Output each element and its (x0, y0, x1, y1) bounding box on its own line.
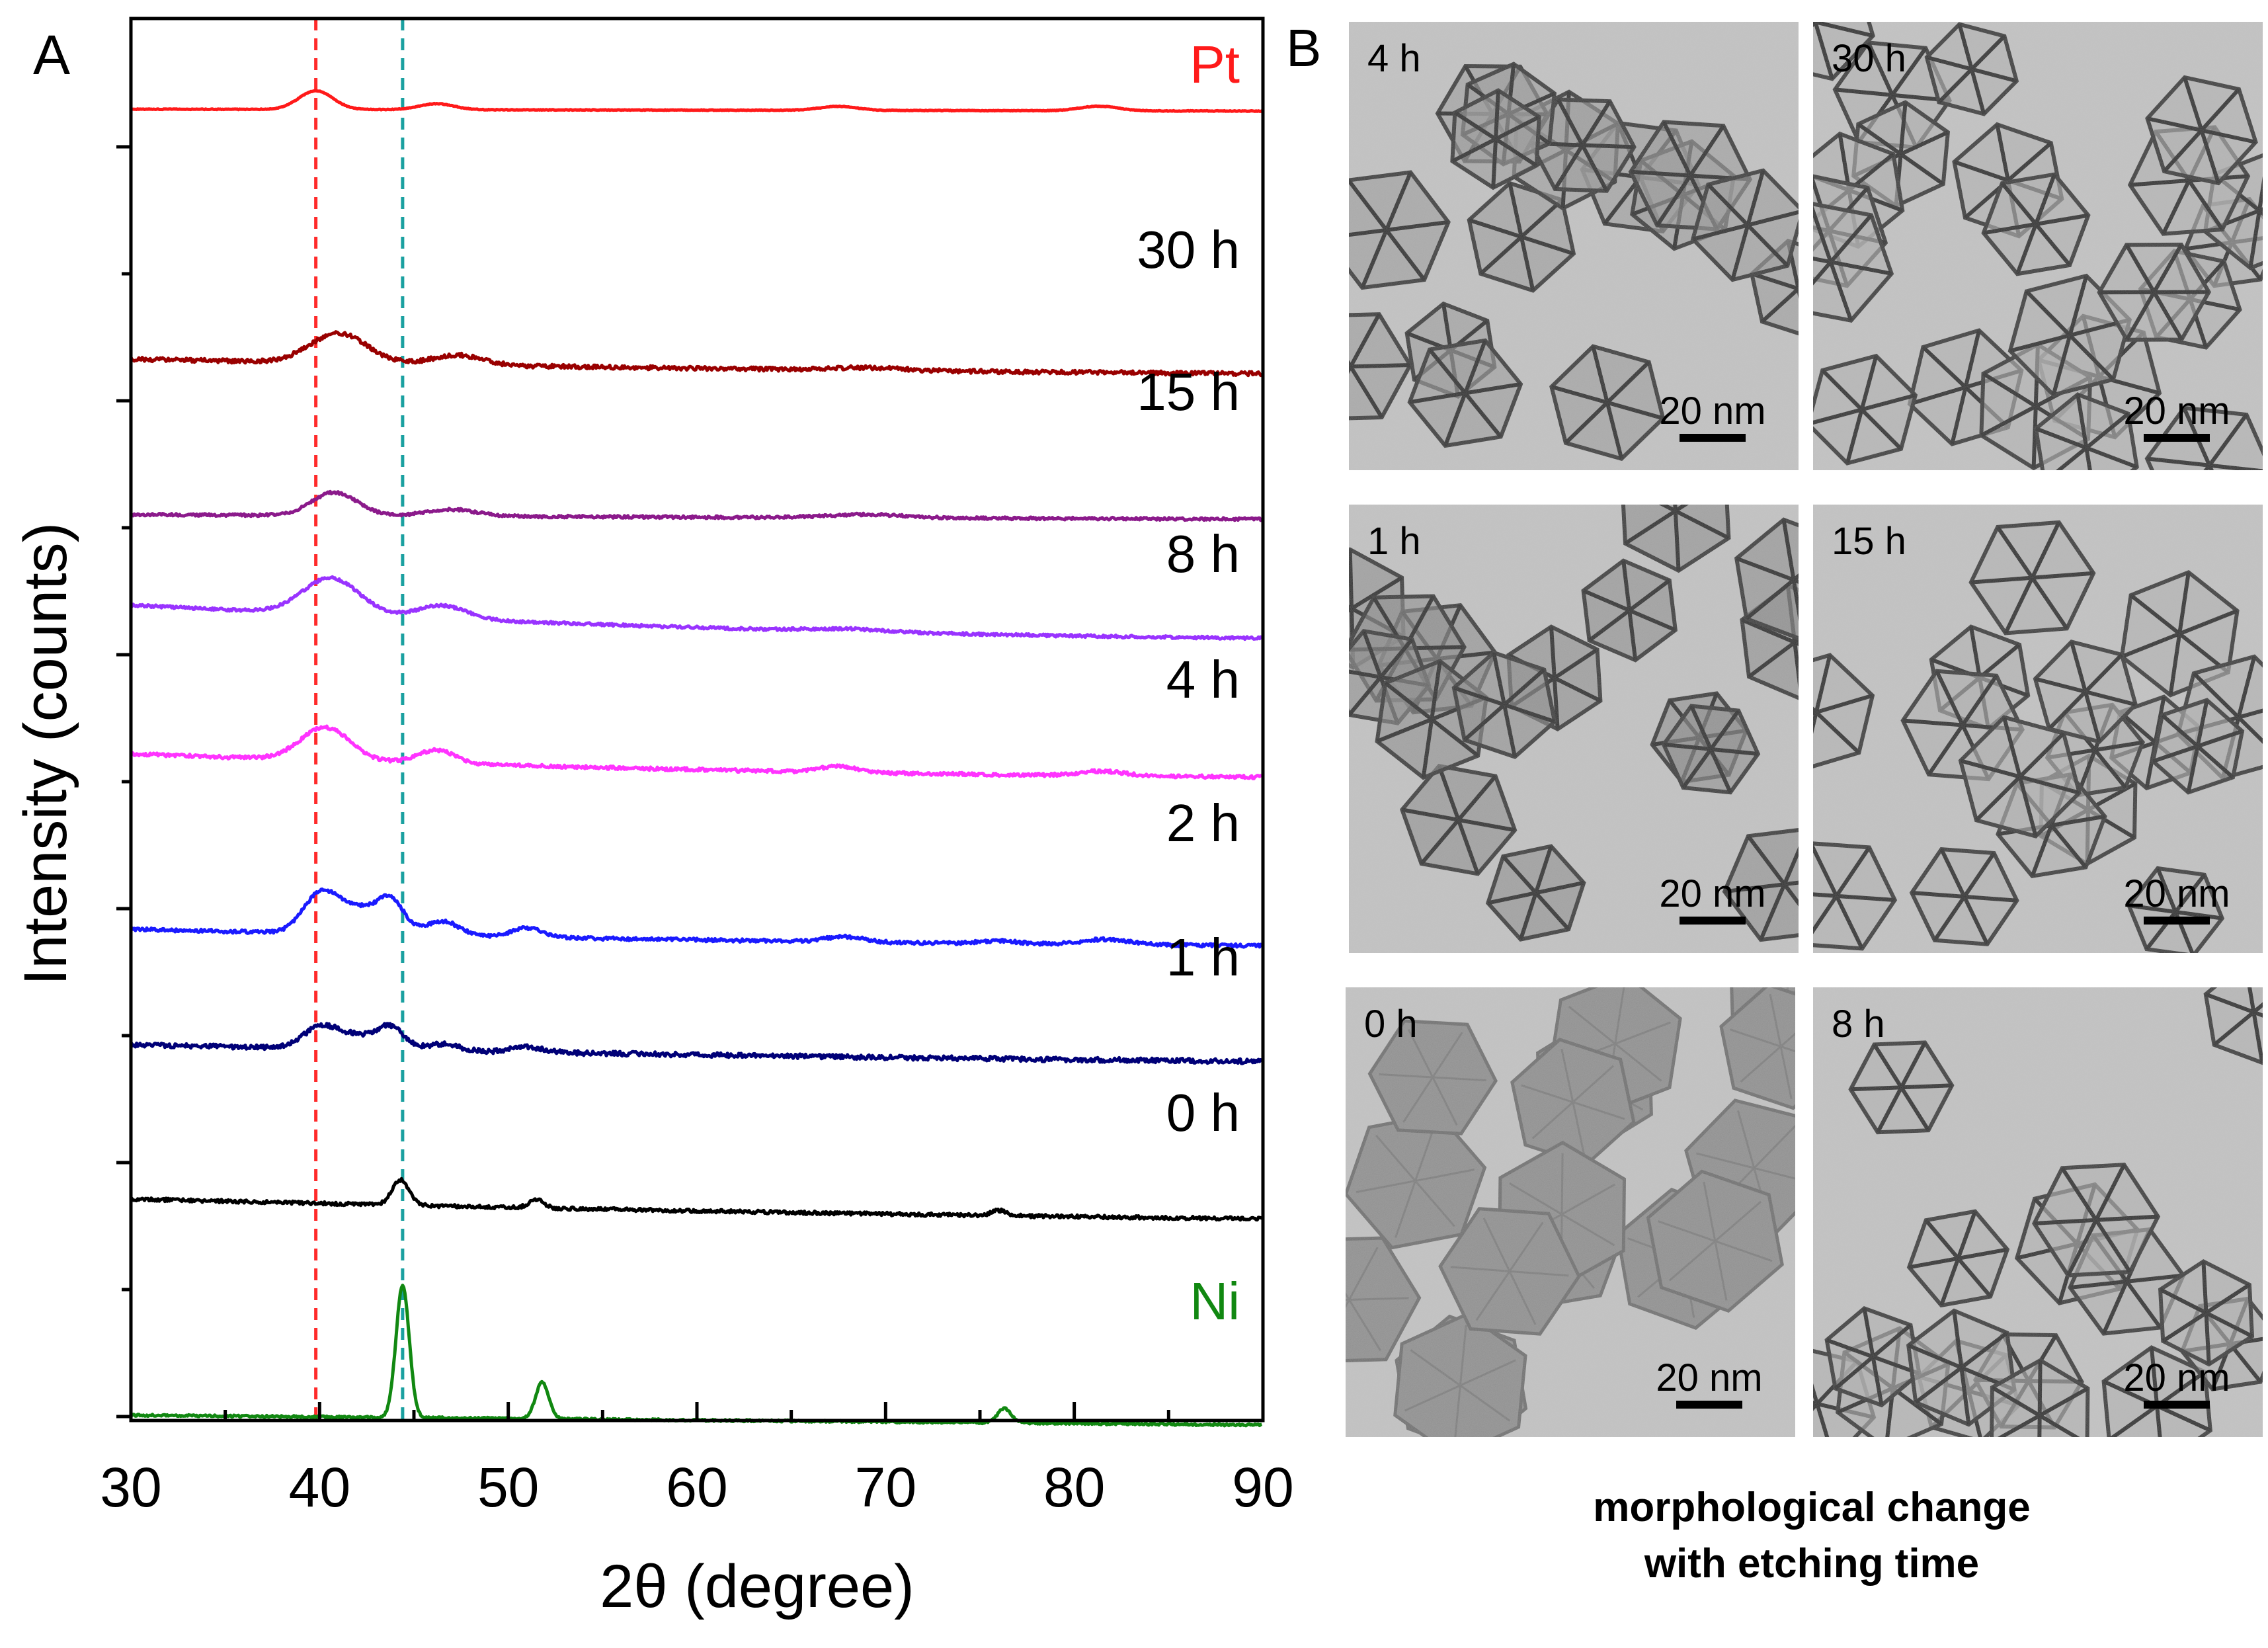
tem-panel-0h: 0 h 20 nm (1346, 987, 1795, 1437)
trace-label-15h: 15 h (1137, 362, 1240, 421)
scale-bar-label: 20 nm (2123, 390, 2230, 433)
scale-bar (2144, 1401, 2210, 1409)
tem-time-label: 15 h (1832, 520, 1906, 563)
tem-grain (1813, 22, 2263, 470)
scale-bar (1680, 434, 1746, 442)
caption-line-2: with etching time (1644, 1541, 1979, 1586)
x-tick-label: 80 (1043, 1456, 1105, 1518)
scale-bar-label: 20 nm (2123, 1356, 2230, 1399)
scale-bar (1680, 917, 1746, 925)
tem-grain (1349, 22, 1799, 470)
trace-Pt-line (130, 89, 1263, 113)
trace-0h-line (130, 1176, 1263, 1222)
tem-panel-1h: 1 h 20 nm (1349, 505, 1799, 953)
tem-panel-30h: 30 h 20 nm (1813, 22, 2263, 470)
panel-a-label: A (33, 24, 70, 86)
trace-1h-line (130, 1022, 1264, 1065)
trace-label-1h: 1 h (1166, 928, 1240, 987)
tem-grain (1346, 987, 1795, 1437)
trace-labels: Pt 30 h 15 h 8 h 4 h 2 h 1 h 0 h Ni (1137, 35, 1240, 1331)
tem-grain (1813, 987, 2263, 1437)
scale-bar-label: 20 nm (1659, 390, 1765, 433)
trace-4h-line (130, 724, 1263, 780)
caption-line-1: morphological change (1593, 1485, 2030, 1530)
scale-bar (2144, 917, 2210, 925)
trace-label-2h: 2 h (1166, 794, 1240, 852)
trace-label-30h: 30 h (1137, 220, 1240, 279)
x-tick-label: 60 (666, 1456, 727, 1518)
tem-panel-8h: 8 h 20 nm (1813, 987, 2263, 1437)
xrd-traces (129, 89, 1264, 1428)
tem-time-label: 1 h (1367, 520, 1421, 563)
tem-panels: 4 h 20 nm 30 h 20 nm 1 h 20 nm 15 h 20 nm 0 h 20 … (1346, 22, 2263, 1437)
x-tick-label: 30 (100, 1456, 161, 1518)
tem-time-label: 30 h (1832, 37, 1906, 80)
scale-bar-label: 20 nm (1659, 872, 1765, 915)
scale-bar (2144, 434, 2210, 442)
scale-bar-label: 20 nm (1656, 1356, 1762, 1399)
reference-lines (314, 19, 405, 1421)
panel-b-label: B (1286, 19, 1321, 77)
tem-grain (1349, 505, 1799, 953)
chart-axes: 30 40 50 60 70 80 90 (100, 17, 1294, 1518)
scale-bar (1676, 1401, 1742, 1409)
tem-time-label: 0 h (1364, 1003, 1418, 1046)
x-tick-label: 40 (289, 1456, 350, 1518)
tem-time-label: 4 h (1367, 37, 1421, 80)
trace-30h-line (129, 330, 1263, 378)
trace-label-Ni: Ni (1190, 1272, 1240, 1331)
tem-time-label: 8 h (1832, 1003, 1885, 1046)
trace-label-8h: 8 h (1166, 524, 1240, 583)
trace-label-Pt: Pt (1190, 35, 1240, 94)
trace-2h-line (130, 887, 1264, 949)
trace-label-0h: 0 h (1166, 1083, 1240, 1142)
trace-8h-line (129, 575, 1263, 641)
tem-panel-15h: 15 h 20 nm (1813, 505, 2263, 953)
x-tick-label: 50 (477, 1456, 539, 1518)
tem-grain (1813, 505, 2263, 953)
y-axis-label: Intensity (counts) (12, 522, 79, 986)
x-tick-label: 70 (855, 1456, 916, 1518)
scale-bar-label: 20 nm (2123, 872, 2230, 915)
x-tick-label: 90 (1232, 1456, 1293, 1518)
x-axis-label: 2θ (degree) (600, 1553, 914, 1620)
tem-panel-4h: 4 h 20 nm (1349, 22, 1799, 470)
trace-15h-line (129, 489, 1263, 522)
xrd-chart: 30 40 50 60 70 80 90 Pt 30 h 15 h 8 h 4 h 2 h 1 h 0 h… (12, 17, 1294, 1620)
trace-label-4h: 4 h (1166, 650, 1240, 709)
